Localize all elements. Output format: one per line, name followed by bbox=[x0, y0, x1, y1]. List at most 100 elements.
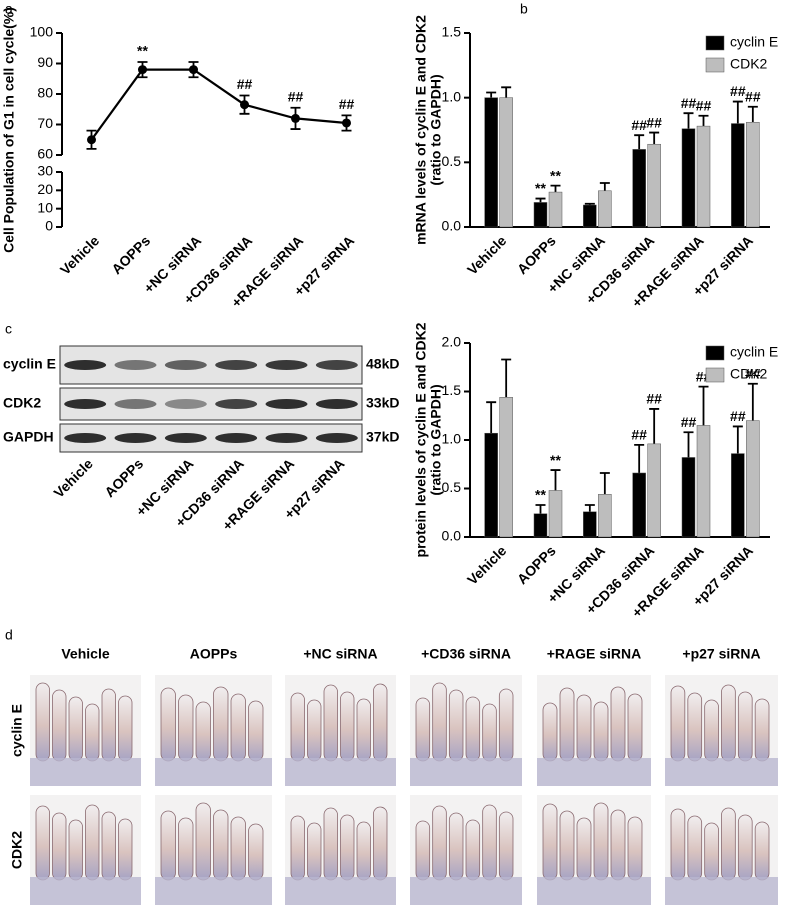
error-bar bbox=[732, 100, 743, 124]
y-tick-label: 90 bbox=[37, 54, 53, 70]
tissue-base bbox=[155, 758, 272, 786]
legend-label: CDK2 bbox=[730, 56, 768, 72]
blot-band bbox=[164, 433, 207, 443]
tissue-base bbox=[665, 877, 778, 905]
error-bar bbox=[747, 382, 758, 421]
bar bbox=[499, 97, 513, 228]
villus bbox=[35, 682, 50, 762]
villus bbox=[627, 693, 643, 762]
villus bbox=[85, 703, 100, 762]
significance: ** bbox=[535, 180, 546, 196]
blot-band bbox=[215, 360, 258, 370]
point bbox=[189, 65, 198, 75]
point bbox=[240, 100, 249, 110]
tissue-base bbox=[537, 758, 651, 786]
villus bbox=[559, 810, 575, 881]
blot-size-label: 48kD bbox=[366, 356, 399, 372]
bar bbox=[533, 513, 548, 538]
villus bbox=[754, 698, 770, 762]
bar bbox=[681, 128, 696, 228]
bar bbox=[731, 453, 745, 538]
significance: ## bbox=[730, 408, 746, 424]
bar bbox=[647, 143, 661, 228]
tissue-base bbox=[665, 758, 778, 786]
blot-row-label: CDK2 bbox=[3, 395, 41, 411]
villus bbox=[704, 822, 719, 881]
villus bbox=[559, 687, 575, 762]
blot-band bbox=[114, 433, 157, 443]
y-tick-label: 30 bbox=[37, 163, 53, 179]
villus bbox=[670, 685, 686, 762]
legend-swatch bbox=[705, 345, 725, 361]
blot-lane-label: Vehicle bbox=[50, 455, 96, 501]
legend-label: cyclin E bbox=[730, 34, 778, 50]
row-label: CDK2 bbox=[9, 831, 25, 869]
bar bbox=[583, 511, 597, 538]
point bbox=[138, 65, 147, 75]
significance: ** bbox=[137, 43, 148, 59]
villus bbox=[248, 700, 264, 762]
villus bbox=[465, 696, 481, 762]
histology-image bbox=[410, 675, 522, 786]
error-bar bbox=[501, 358, 512, 398]
error-bar bbox=[599, 472, 610, 495]
y-tick-label: 0.5 bbox=[442, 479, 462, 495]
villus bbox=[356, 698, 371, 762]
blot-band bbox=[64, 360, 107, 370]
blot-band bbox=[215, 399, 258, 409]
error-bar bbox=[698, 385, 709, 426]
error-bar bbox=[634, 134, 645, 150]
blot-lane-label: AOPPs bbox=[101, 455, 146, 500]
bar bbox=[548, 490, 563, 538]
point bbox=[87, 135, 96, 145]
blot-band bbox=[265, 360, 308, 370]
bar bbox=[696, 125, 711, 228]
tissue-base bbox=[285, 758, 396, 786]
y-axis-label: (ratio to GAPDH) bbox=[428, 384, 444, 495]
significance: ## bbox=[237, 76, 253, 92]
error-bar bbox=[683, 112, 694, 129]
x-tick-label: Vehicle bbox=[57, 232, 103, 278]
histology-image bbox=[285, 675, 396, 786]
blot-band bbox=[265, 399, 308, 409]
tissue-base bbox=[410, 758, 522, 786]
panel-label: a bbox=[5, 1, 13, 17]
histology-image bbox=[30, 795, 141, 905]
villus bbox=[178, 694, 194, 762]
blot-size-label: 37kD bbox=[366, 429, 399, 445]
error-bar bbox=[649, 131, 660, 145]
villus bbox=[290, 815, 305, 881]
bar bbox=[696, 425, 711, 538]
blot-frame bbox=[59, 423, 363, 453]
villus bbox=[432, 682, 447, 762]
blot-band bbox=[164, 360, 207, 370]
histology-image bbox=[665, 795, 778, 905]
villus bbox=[448, 812, 464, 881]
villus bbox=[576, 694, 592, 762]
blot-band bbox=[265, 433, 308, 443]
bar bbox=[533, 202, 548, 228]
significance: ## bbox=[646, 391, 662, 407]
bar bbox=[632, 472, 646, 538]
significance: ## bbox=[646, 114, 662, 130]
y-tick-label: 70 bbox=[37, 115, 53, 131]
significance: ## bbox=[288, 88, 304, 104]
legend-swatch bbox=[705, 57, 725, 73]
villus bbox=[290, 692, 305, 762]
villus bbox=[230, 816, 246, 881]
blot-band bbox=[114, 399, 157, 409]
villus bbox=[160, 687, 176, 762]
villus bbox=[542, 702, 558, 762]
villus bbox=[593, 701, 609, 762]
bar bbox=[731, 123, 745, 228]
error-bar bbox=[599, 182, 610, 191]
row-label: cyclin E bbox=[9, 704, 25, 757]
villus bbox=[68, 696, 83, 762]
villus bbox=[195, 701, 211, 762]
significance: ## bbox=[631, 427, 647, 443]
line bbox=[90, 68, 347, 141]
villus bbox=[721, 684, 736, 762]
villus bbox=[68, 819, 83, 881]
